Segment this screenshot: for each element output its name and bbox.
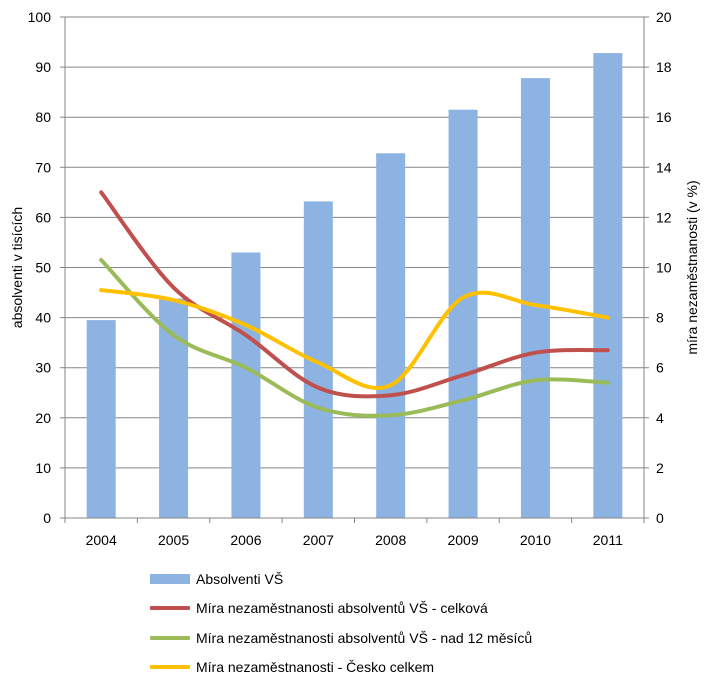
x-tick-label: 2010: [520, 532, 551, 548]
x-tick-label: 2005: [158, 532, 189, 548]
y2-tick-label: 4: [656, 410, 664, 426]
y-axis-title: absolventi v tisících: [9, 207, 25, 328]
y-tick-label: 90: [35, 59, 51, 75]
bar: [87, 320, 116, 518]
y-tick-label: 20: [35, 410, 51, 426]
legend-label: Absolventi VŠ: [196, 571, 283, 587]
legend-item-absolventi: Absolventi VŠ: [150, 564, 532, 594]
y-tick-label: 70: [35, 159, 51, 175]
x-tick-label: 2008: [375, 532, 406, 548]
bar: [593, 53, 622, 518]
gridlines: [65, 17, 644, 468]
y-tick-label: 50: [35, 260, 51, 276]
bar: [376, 153, 405, 518]
legend-label: Míra nezaměstnanosti absolventů VŠ - cel…: [196, 600, 488, 616]
y2-tick-label: 8: [656, 310, 664, 326]
tick-labels: 0 0 10 2 20 4 30 6 40 8 50 10 60 12 70 14 80 16 90 18 100 20 2…: [28, 9, 672, 548]
y-tick-label: 80: [35, 109, 51, 125]
y-tick-label: 10: [35, 460, 51, 476]
bar: [449, 110, 478, 518]
y-tick-label: 40: [35, 310, 51, 326]
y-tick-label: 100: [28, 9, 52, 25]
x-tick-label: 2009: [447, 532, 478, 548]
legend-swatch-line: [150, 665, 190, 669]
legend-swatch-line: [150, 606, 190, 610]
y2-tick-label: 6: [656, 360, 664, 376]
legend: Absolventi VŠ Míra nezaměstnanosti absol…: [150, 564, 532, 682]
axes: [60, 17, 649, 523]
y-tick-label: 60: [35, 209, 51, 225]
bar: [231, 252, 260, 518]
y2-tick-label: 16: [656, 109, 672, 125]
y2-tick-label: 0: [656, 510, 664, 526]
x-tick-label: 2011: [593, 532, 623, 548]
x-tick-label: 2006: [230, 532, 261, 548]
y-tick-label: 30: [35, 360, 51, 376]
y2-tick-label: 14: [656, 159, 672, 175]
bar: [521, 78, 550, 518]
x-tick-label: 2004: [86, 532, 117, 548]
legend-label: Míra nezaměstnanosti - Česko celkem: [196, 659, 434, 675]
legend-item-nad-12: Míra nezaměstnanosti absolventů VŠ - nad…: [150, 623, 532, 653]
y2-tick-label: 20: [656, 9, 672, 25]
y2-tick-label: 2: [656, 460, 664, 476]
y2-tick-label: 18: [656, 59, 672, 75]
legend-label: Míra nezaměstnanosti absolventů VŠ - nad…: [196, 630, 532, 646]
x-tick-label: 2007: [303, 532, 334, 548]
bar-series: [87, 53, 623, 518]
legend-item-cesko: Míra nezaměstnanosti - Česko celkem: [150, 653, 532, 682]
bar: [159, 299, 188, 518]
y2-tick-label: 10: [656, 260, 672, 276]
y2-axis-title: míra nezaměstnanosti (v %): [684, 180, 700, 354]
legend-item-celkova: Míra nezaměstnanosti absolventů VŠ - cel…: [150, 594, 532, 624]
y-tick-label: 0: [43, 510, 51, 526]
y2-tick-label: 12: [656, 209, 672, 225]
legend-swatch-line: [150, 636, 190, 640]
legend-swatch-bar: [150, 574, 190, 584]
